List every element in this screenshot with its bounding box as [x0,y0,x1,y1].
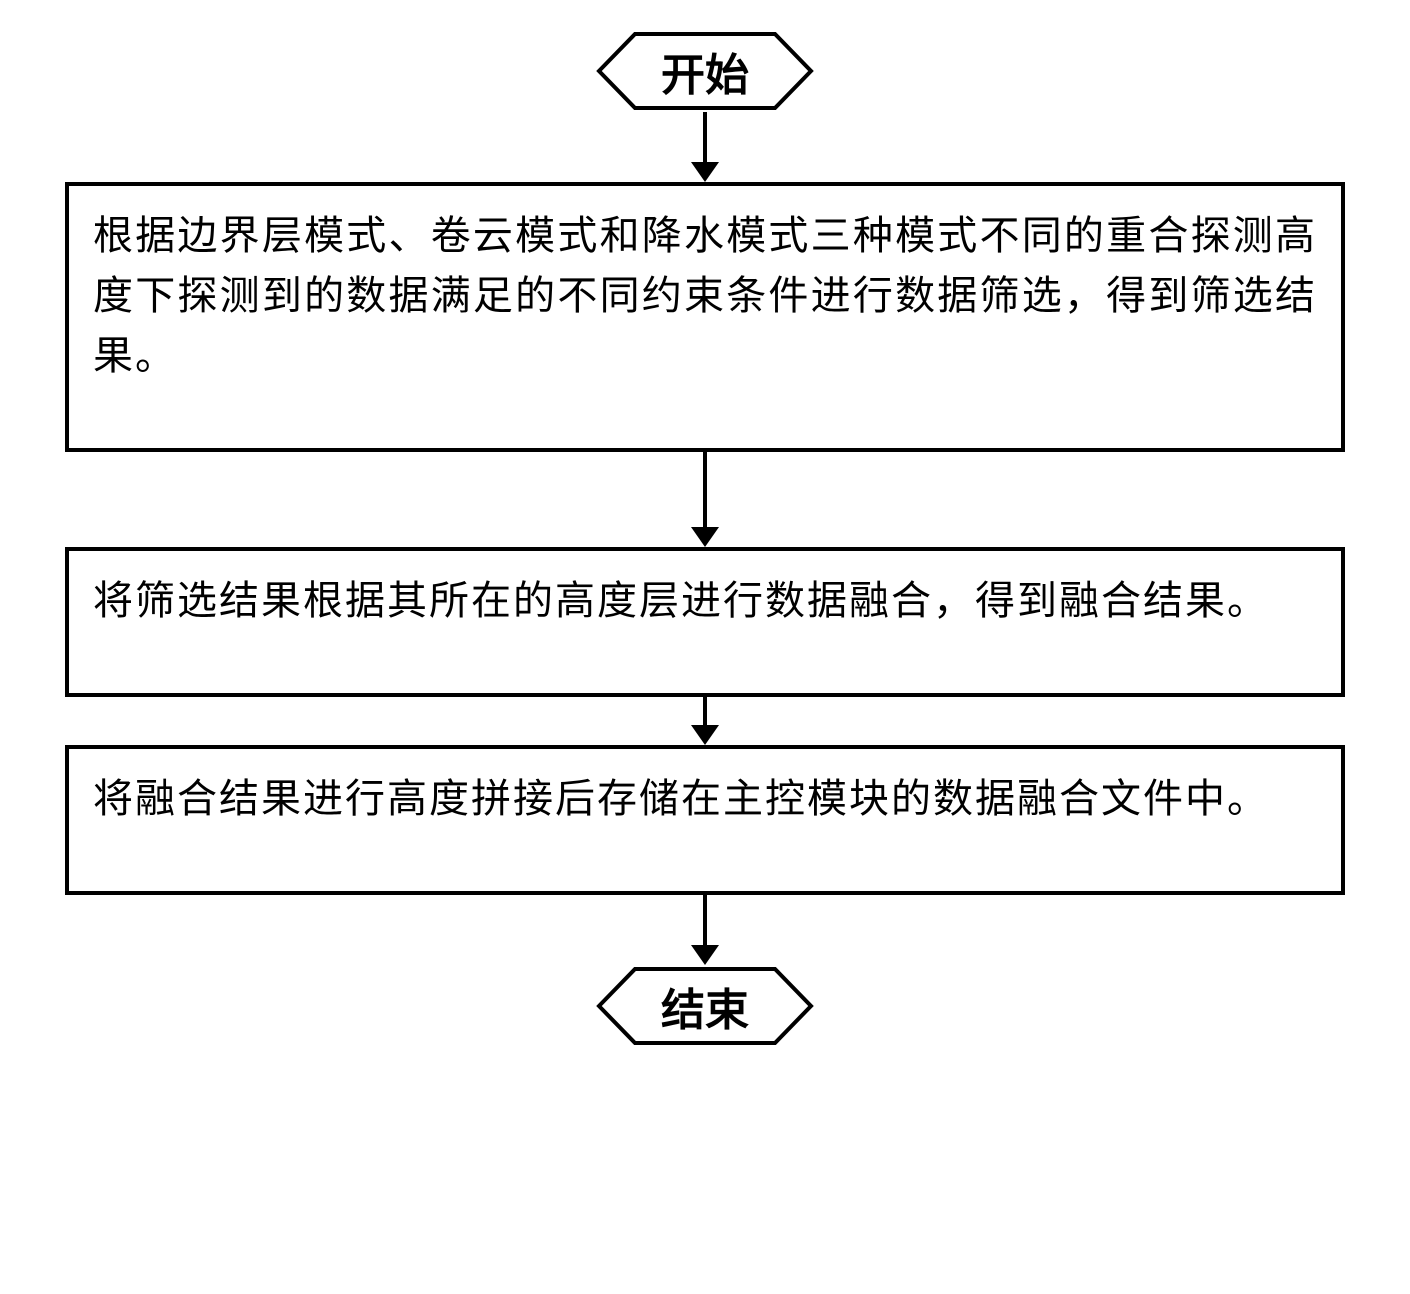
start-terminal: 开始 [595,30,815,112]
end-terminal: 结束 [595,965,815,1047]
process-step-2: 将筛选结果根据其所在的高度层进行数据融合，得到融合结果。 [65,547,1345,697]
arrow-4 [691,895,719,965]
start-label: 开始 [661,39,749,103]
arrow-2 [691,452,719,547]
end-label: 结束 [661,974,749,1038]
process-step-3: 将融合结果进行高度拼接后存储在主控模块的数据融合文件中。 [65,745,1345,895]
process-step-1: 根据边界层模式、卷云模式和降水模式三种模式不同的重合探测高度下探测到的数据满足的… [65,182,1345,452]
arrow-3 [691,697,719,745]
arrow-1 [691,112,719,182]
